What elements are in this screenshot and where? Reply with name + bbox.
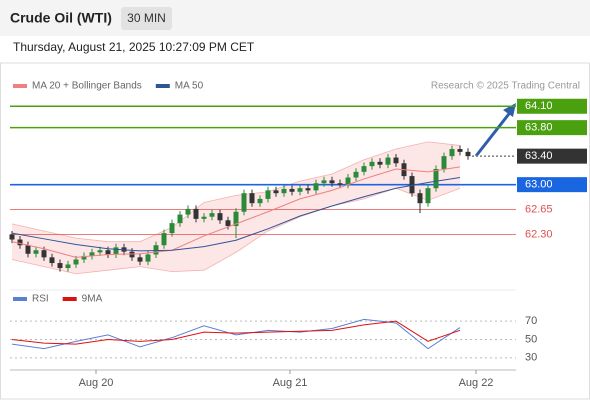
header-bar <box>0 0 590 36</box>
candle-body <box>25 245 31 254</box>
candle-body <box>225 220 231 226</box>
candle-body <box>169 223 175 234</box>
candle-body <box>361 166 367 172</box>
candle-body <box>273 190 279 194</box>
candle-body <box>65 264 71 269</box>
x-tick-label: Aug 22 <box>459 377 494 389</box>
legend-label: MA 20 + Bollinger Bands <box>32 81 142 92</box>
lower-band <box>11 187 461 275</box>
level-label: 63.00 <box>525 179 553 191</box>
candle-body <box>385 157 391 165</box>
ma-line <box>11 166 461 258</box>
candle-body <box>441 156 447 169</box>
candle-body <box>321 180 327 184</box>
candle-body <box>185 208 191 215</box>
indicator-line <box>11 318 461 350</box>
legend-label: 9MA <box>82 294 103 305</box>
candle-body <box>329 180 335 184</box>
candle-body <box>233 211 239 226</box>
legend-swatch <box>13 84 27 88</box>
candle-body <box>145 254 151 262</box>
candle-body <box>265 190 271 199</box>
candle-body <box>105 250 111 255</box>
candle-body <box>289 188 295 192</box>
candle-body <box>41 250 47 258</box>
legend-swatch <box>13 297 27 301</box>
y-tick-label: 50 <box>525 333 537 345</box>
frame <box>0 62 590 400</box>
candle-body <box>33 250 39 254</box>
band-fill <box>12 141 460 274</box>
legend-label: MA 50 <box>175 81 204 92</box>
candle-body <box>433 168 439 189</box>
candle-body <box>377 161 383 165</box>
legend-swatch <box>62 297 77 301</box>
credit: Research © 2025 Trading Central <box>431 81 580 92</box>
y-tick-label: 30 <box>525 352 537 364</box>
candle-body <box>449 149 455 157</box>
candle-body <box>345 177 351 185</box>
candle-body <box>393 157 399 164</box>
candle-body <box>249 193 255 204</box>
candle-body <box>17 239 23 246</box>
candle-body <box>409 176 415 194</box>
level-label: 63.40 <box>525 150 553 162</box>
legend-swatch <box>155 84 170 88</box>
candle-body <box>129 251 135 258</box>
x-tick-label: Aug 21 <box>273 377 308 389</box>
candle-body <box>49 257 55 264</box>
candle-body <box>369 161 375 167</box>
level-label: 62.65 <box>525 203 553 215</box>
timestamp: Thursday, August 21, 2025 10:27:09 PM CE… <box>13 40 255 54</box>
candle-body <box>81 255 87 260</box>
level-label: 64.10 <box>525 100 553 112</box>
y-tick-label: 70 <box>525 315 537 327</box>
level-box <box>517 177 587 193</box>
interval-badge <box>121 7 172 30</box>
level-box <box>517 98 587 114</box>
candle-body <box>9 234 15 240</box>
candle-body <box>257 198 263 204</box>
level-label: 63.80 <box>525 122 553 134</box>
candle-body <box>417 193 423 204</box>
candle-body <box>297 188 303 192</box>
candle-body <box>201 216 207 219</box>
candle-body <box>113 247 119 255</box>
candle-body <box>465 151 471 157</box>
candle-body <box>305 188 311 191</box>
candle-body <box>241 193 247 212</box>
candle-body <box>153 245 159 255</box>
candle-body <box>425 188 431 204</box>
level-label: 62.30 <box>525 228 553 240</box>
candle-body <box>137 257 143 262</box>
level-box <box>517 148 587 164</box>
candle-body <box>281 188 287 194</box>
candle-body <box>353 171 359 178</box>
candle-body <box>337 183 343 185</box>
x-tick-label: Aug 20 <box>79 377 114 389</box>
candle-body <box>313 183 319 191</box>
level-box <box>517 120 587 136</box>
candle-body <box>193 208 199 219</box>
candle-body <box>89 252 95 256</box>
indicator-line <box>11 320 461 345</box>
candle-body <box>457 149 463 152</box>
candle-body <box>57 263 63 269</box>
upper-band <box>11 141 461 243</box>
candle-body <box>209 213 215 217</box>
candle-body <box>217 213 223 221</box>
title: Crude Oil (WTI) <box>10 10 112 26</box>
ma-line <box>11 177 461 252</box>
candle-body <box>73 259 79 265</box>
candle-body <box>97 250 103 253</box>
interval: 30 MIN <box>127 11 166 25</box>
candle-body <box>161 233 167 246</box>
forecast-arrow <box>474 109 514 157</box>
legend-label: RSI <box>32 294 49 305</box>
candle-body <box>177 214 183 224</box>
